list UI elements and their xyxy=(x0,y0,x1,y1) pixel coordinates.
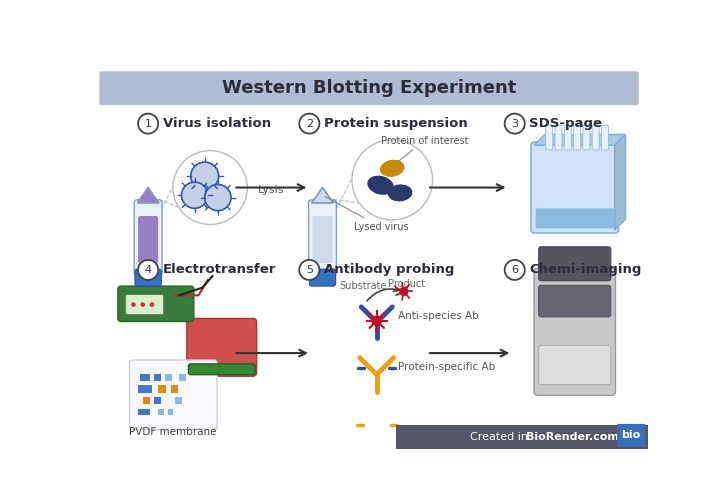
FancyBboxPatch shape xyxy=(171,386,178,393)
Circle shape xyxy=(138,260,158,280)
Polygon shape xyxy=(138,187,159,203)
FancyBboxPatch shape xyxy=(158,386,166,393)
Circle shape xyxy=(300,113,320,134)
Text: 2: 2 xyxy=(306,118,313,129)
FancyBboxPatch shape xyxy=(187,319,256,376)
FancyBboxPatch shape xyxy=(593,125,599,150)
Text: Lysis: Lysis xyxy=(258,185,284,195)
FancyBboxPatch shape xyxy=(396,425,648,449)
Circle shape xyxy=(505,113,525,134)
FancyBboxPatch shape xyxy=(140,374,150,381)
FancyBboxPatch shape xyxy=(153,374,161,381)
FancyBboxPatch shape xyxy=(138,409,150,415)
Circle shape xyxy=(138,113,158,134)
FancyBboxPatch shape xyxy=(539,247,611,281)
Text: Chemi-imaging: Chemi-imaging xyxy=(529,264,642,276)
Text: Western Blotting Experiment: Western Blotting Experiment xyxy=(222,79,516,97)
Text: Virus isolation: Virus isolation xyxy=(163,117,271,130)
Text: BioRender.com: BioRender.com xyxy=(526,432,618,442)
FancyBboxPatch shape xyxy=(312,216,333,263)
Text: 4: 4 xyxy=(145,265,152,275)
Text: Protein of interest: Protein of interest xyxy=(381,136,468,163)
FancyBboxPatch shape xyxy=(143,397,150,404)
Text: PVDF membrane: PVDF membrane xyxy=(129,426,217,436)
FancyBboxPatch shape xyxy=(531,142,618,233)
FancyBboxPatch shape xyxy=(555,125,562,150)
FancyBboxPatch shape xyxy=(138,216,158,263)
FancyBboxPatch shape xyxy=(546,125,553,150)
Text: Lysed virus: Lysed virus xyxy=(325,197,408,232)
Circle shape xyxy=(131,302,136,307)
FancyBboxPatch shape xyxy=(310,269,336,286)
Ellipse shape xyxy=(380,160,405,177)
Text: Substrate: Substrate xyxy=(339,281,387,291)
Circle shape xyxy=(181,182,208,208)
FancyBboxPatch shape xyxy=(179,374,186,381)
Ellipse shape xyxy=(367,175,394,195)
FancyBboxPatch shape xyxy=(539,285,611,317)
FancyBboxPatch shape xyxy=(134,200,162,275)
Text: Created in: Created in xyxy=(469,432,531,442)
FancyBboxPatch shape xyxy=(168,409,173,415)
FancyBboxPatch shape xyxy=(158,409,163,415)
FancyBboxPatch shape xyxy=(539,345,611,385)
FancyBboxPatch shape xyxy=(118,286,194,322)
Circle shape xyxy=(300,260,320,280)
Text: Protein suspension: Protein suspension xyxy=(324,117,468,130)
FancyBboxPatch shape xyxy=(536,208,614,228)
Circle shape xyxy=(191,162,219,190)
FancyBboxPatch shape xyxy=(564,125,571,150)
Text: 1: 1 xyxy=(145,118,152,129)
FancyBboxPatch shape xyxy=(135,269,161,286)
FancyBboxPatch shape xyxy=(617,424,646,447)
Polygon shape xyxy=(534,135,626,145)
FancyBboxPatch shape xyxy=(126,294,163,314)
FancyBboxPatch shape xyxy=(130,360,217,429)
Circle shape xyxy=(173,151,248,224)
FancyBboxPatch shape xyxy=(99,71,639,105)
FancyBboxPatch shape xyxy=(583,125,590,150)
Text: Protein-specific Ab: Protein-specific Ab xyxy=(398,362,495,372)
Circle shape xyxy=(140,302,145,307)
FancyBboxPatch shape xyxy=(138,386,152,393)
FancyBboxPatch shape xyxy=(601,125,608,150)
Circle shape xyxy=(372,316,382,326)
FancyBboxPatch shape xyxy=(534,269,616,396)
Circle shape xyxy=(352,140,433,220)
Text: Product: Product xyxy=(387,279,425,289)
Text: 5: 5 xyxy=(306,265,312,275)
FancyBboxPatch shape xyxy=(189,364,255,374)
FancyBboxPatch shape xyxy=(309,200,336,275)
Circle shape xyxy=(150,302,154,307)
FancyBboxPatch shape xyxy=(165,374,172,381)
Text: SDS-page: SDS-page xyxy=(529,117,603,130)
Polygon shape xyxy=(615,135,626,230)
Circle shape xyxy=(204,184,231,211)
Polygon shape xyxy=(312,187,333,203)
Circle shape xyxy=(505,260,525,280)
Text: Anti-species Ab: Anti-species Ab xyxy=(398,311,480,321)
Text: Electrotransfer: Electrotransfer xyxy=(163,264,276,276)
Circle shape xyxy=(399,287,408,296)
FancyBboxPatch shape xyxy=(153,397,161,404)
Text: 6: 6 xyxy=(511,265,518,275)
Text: 3: 3 xyxy=(511,118,518,129)
Text: Antibody probing: Antibody probing xyxy=(324,264,454,276)
FancyBboxPatch shape xyxy=(175,397,182,404)
FancyBboxPatch shape xyxy=(574,125,580,150)
Ellipse shape xyxy=(387,184,413,202)
Text: bio: bio xyxy=(621,430,641,440)
